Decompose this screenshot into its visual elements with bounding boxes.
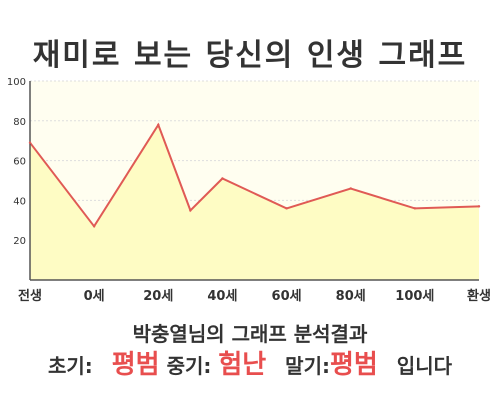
data-point — [477, 205, 481, 208]
y-tick-label: 40 — [13, 196, 26, 207]
x-tick-label: 40세 — [207, 289, 237, 304]
analysis-result: 초기: 평범 중기: 험난 말기:평범 입니다 — [0, 344, 500, 381]
x-tick-label: 전생 — [18, 288, 42, 304]
mid-value: 험난 — [218, 350, 267, 380]
area-fill — [30, 124, 479, 280]
mid-label: 중기: — [166, 354, 212, 378]
x-tick-label: 80세 — [336, 289, 366, 304]
page-title: 재미로 보는 당신의 인생 그래프 — [32, 38, 468, 73]
data-point — [221, 177, 224, 180]
late-label: 말기: — [285, 354, 330, 378]
y-axis-ticks: 20 40 60 80 100 — [7, 77, 26, 247]
result-tail: 입니다 — [396, 354, 452, 378]
data-point — [189, 209, 192, 212]
data-point — [349, 187, 352, 190]
x-tick-label: 환생 — [467, 288, 491, 304]
y-tick-label: 100 — [7, 77, 26, 88]
data-point — [157, 123, 160, 126]
late-value: 평범 — [329, 350, 378, 380]
data-point — [92, 225, 96, 228]
y-tick-label: 20 — [13, 236, 26, 247]
early-label: 초기: — [47, 354, 93, 378]
y-tick-label: 80 — [13, 117, 26, 128]
x-tick-label: 60세 — [272, 289, 302, 304]
early-value: 평범 — [111, 350, 160, 380]
x-axis-ticks: 전생 0세 20세 40세 60세 80세 100세 환생 — [18, 288, 491, 304]
data-point — [285, 207, 288, 210]
data-point — [413, 207, 417, 210]
x-tick-label: 20세 — [143, 289, 173, 304]
analysis-summary: 박충열님의 그래프 분석결과 — [132, 322, 368, 346]
data-point — [28, 141, 32, 144]
x-tick-label: 100세 — [395, 289, 434, 304]
life-graph-chart: 20 40 60 80 100 전생 0세 20세 40세 60세 80세 100세 환생 — [7, 77, 491, 304]
y-tick-label: 60 — [13, 157, 26, 168]
x-tick-label: 0세 — [84, 289, 105, 304]
